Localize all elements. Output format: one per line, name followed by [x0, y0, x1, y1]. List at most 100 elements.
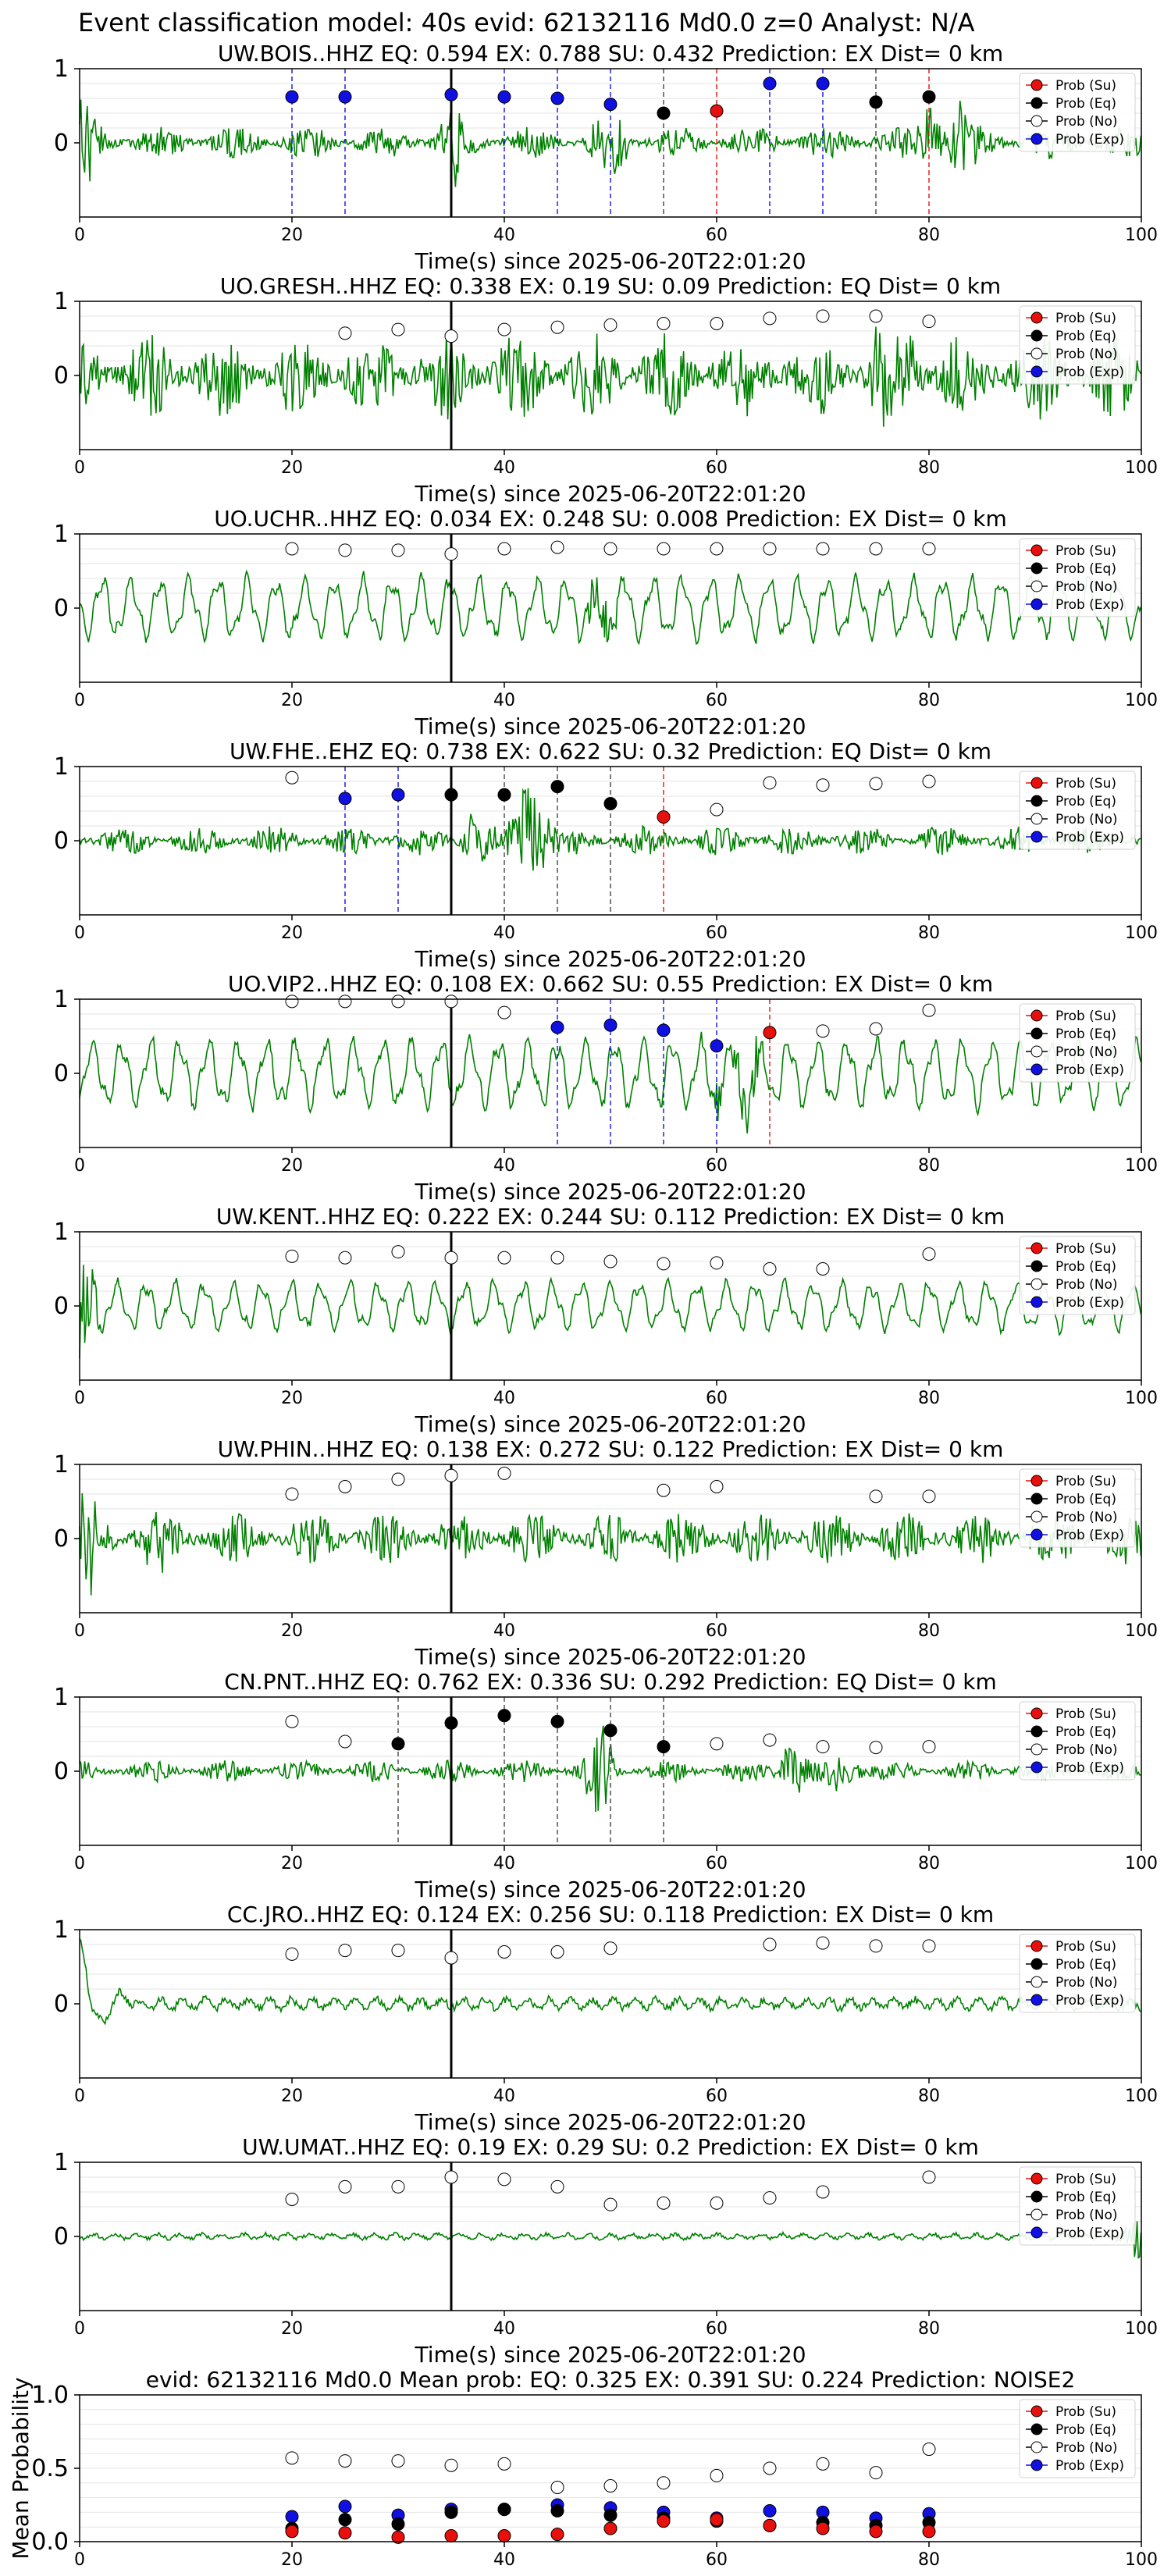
- prob-marker-no: [763, 311, 777, 326]
- x-tick-label: 20: [281, 2087, 303, 2106]
- legend-label: Prob (Exp): [1055, 132, 1124, 148]
- legend-marker: [1030, 133, 1043, 145]
- mean-marker-no: [869, 2466, 883, 2480]
- legend-label: Prob (Su): [1055, 311, 1116, 326]
- legend-marker: [1030, 2441, 1043, 2453]
- x-tick-label: 60: [706, 2087, 728, 2106]
- prob-marker-no: [763, 1733, 777, 1747]
- prob-marker-no: [816, 1740, 830, 1754]
- legend-marker: [1030, 2459, 1043, 2471]
- x-tick-label: 20: [281, 691, 303, 710]
- prob-marker-eq: [497, 1709, 511, 1723]
- legend-marker: [1030, 1528, 1043, 1541]
- prob-marker-no: [550, 2179, 564, 2194]
- x-axis-label: Time(s) since 2025-06-20T22:01:20: [414, 713, 806, 739]
- legend-label: Prob (Exp): [1055, 1760, 1124, 1776]
- prob-marker-no: [391, 322, 405, 336]
- x-tick-label: 60: [706, 1156, 728, 1176]
- mean-marker-eq: [391, 2517, 405, 2531]
- x-tick-label: 40: [493, 1621, 515, 1641]
- prob-marker-eq: [603, 1724, 618, 1738]
- legend-marker: [1030, 97, 1043, 109]
- legend-marker: [1030, 1242, 1043, 1254]
- prob-marker-no: [497, 542, 511, 556]
- prob-marker-no: [869, 1022, 883, 1036]
- x-tick-label: 0: [74, 1854, 85, 1873]
- mean-marker-su: [338, 2526, 352, 2540]
- prob-marker-no: [922, 1740, 936, 1754]
- prob-marker-no: [816, 1262, 830, 1276]
- prob-marker-exp: [497, 90, 511, 104]
- prob-marker-no: [710, 2196, 724, 2210]
- legend-marker: [1030, 1296, 1043, 1308]
- legend-label: Prob (Exp): [1055, 1993, 1124, 2008]
- legend-label: Prob (Su): [1055, 1939, 1116, 1955]
- y-axis-label: Mean Probability: [8, 2377, 34, 2559]
- panel-cn-pnt--hhz: CN.PNT..HHZ EQ: 0.762 EX: 0.336 SU: 0.29…: [54, 1669, 1158, 1902]
- y-tick-label: 0: [54, 130, 69, 157]
- prob-marker-no: [922, 2170, 936, 2184]
- prob-marker-su: [710, 104, 724, 118]
- prob-marker-eq: [550, 1714, 564, 1728]
- prob-marker-no: [603, 1941, 618, 1955]
- x-tick-label: 100: [1125, 1156, 1158, 1176]
- legend-marker: [1030, 1009, 1043, 1022]
- prob-marker-no: [710, 317, 724, 330]
- mean-marker-no: [922, 2443, 936, 2457]
- legend-box: [1019, 770, 1136, 850]
- panel-uw-phin--hhz: UW.PHIN..HHZ EQ: 0.138 EX: 0.272 SU: 0.1…: [54, 1436, 1158, 1670]
- legend-marker: [1030, 580, 1043, 592]
- prob-marker-no: [285, 770, 299, 785]
- prob-marker-no: [763, 2191, 777, 2205]
- legend-label: Prob (Eq): [1055, 1492, 1116, 1507]
- x-tick-label: 100: [1125, 2087, 1158, 2106]
- legend-marker: [1030, 1761, 1043, 1774]
- y-tick-label: 1: [54, 1219, 69, 1246]
- mean-marker-su: [710, 2513, 724, 2527]
- legend-marker: [1030, 1725, 1043, 1738]
- prob-marker-exp: [444, 87, 458, 101]
- prob-marker-no: [338, 1480, 352, 1493]
- legend-label: Prob (Su): [1055, 2404, 1116, 2420]
- mean-marker-no: [816, 2457, 830, 2471]
- prob-marker-no: [869, 309, 883, 323]
- prob-marker-su: [763, 1026, 777, 1040]
- x-tick-label: 40: [493, 226, 515, 245]
- legend-box: [1019, 1003, 1136, 1083]
- prob-marker-no: [657, 542, 671, 556]
- x-tick-label: 60: [706, 226, 728, 245]
- mean-marker-su: [922, 2524, 936, 2539]
- legend-box: [1019, 1701, 1136, 1781]
- prob-marker-exp: [657, 1023, 671, 1037]
- legend-label: Prob (Exp): [1055, 1062, 1124, 1078]
- prob-marker-no: [869, 1939, 883, 1953]
- legend-label: Prob (Eq): [1055, 561, 1116, 577]
- prob-marker-no: [922, 774, 936, 788]
- mean-marker-su: [869, 2524, 883, 2539]
- legend-label: Prob (Exp): [1055, 365, 1124, 380]
- prob-marker-no: [444, 2170, 458, 2184]
- legend-label: Prob (Su): [1055, 1706, 1116, 1722]
- prob-marker-exp: [763, 76, 777, 91]
- legend-marker: [1030, 2190, 1043, 2203]
- prob-marker-no: [444, 1251, 458, 1265]
- prob-marker-no: [338, 2179, 352, 2194]
- x-tick-label: 40: [493, 1156, 515, 1176]
- mean-marker-exp: [338, 2500, 352, 2514]
- y-tick-label: 1.0: [31, 2382, 69, 2409]
- prob-marker-no: [391, 1472, 405, 1486]
- legend-label: Prob (Su): [1055, 1474, 1116, 1489]
- legend-label: Prob (No): [1055, 1975, 1118, 1991]
- legend-marker: [1030, 2208, 1043, 2221]
- prob-marker-no: [922, 1489, 936, 1503]
- legend-label: Prob (Su): [1055, 2172, 1116, 2187]
- legend-marker: [1030, 813, 1043, 825]
- legend-label: Prob (Eq): [1055, 1259, 1116, 1275]
- x-tick-label: 100: [1125, 2319, 1158, 2339]
- mean-marker-eq: [444, 2505, 458, 2519]
- panel-uw-bois--hhz: UW.BOIS..HHZ EQ: 0.594 EX: 0.788 SU: 0.4…: [54, 41, 1158, 274]
- waveform: [79, 2221, 1142, 2259]
- prob-marker-exp: [550, 91, 564, 105]
- panel-title: UW.UMAT..HHZ EQ: 0.19 EX: 0.29 SU: 0.2 P…: [242, 2134, 979, 2160]
